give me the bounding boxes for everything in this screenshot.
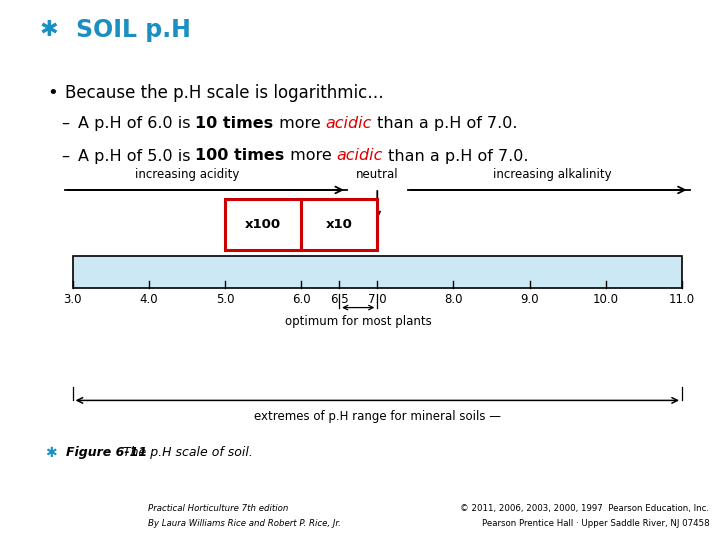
Text: 10.0: 10.0 <box>593 293 618 306</box>
Text: A p.H of 5.0 is: A p.H of 5.0 is <box>78 148 195 164</box>
Text: than a p.H of 7.0.: than a p.H of 7.0. <box>383 148 528 164</box>
Text: The p.H scale of soil.: The p.H scale of soil. <box>115 446 253 459</box>
Text: more: more <box>284 148 336 164</box>
Text: more: more <box>274 116 325 131</box>
Text: acidic: acidic <box>336 148 383 164</box>
Text: 3.0: 3.0 <box>63 293 82 306</box>
Text: x100: x100 <box>245 218 281 231</box>
Text: –: – <box>61 148 69 164</box>
Text: 7.0: 7.0 <box>368 293 387 306</box>
Text: optimum for most plants: optimum for most plants <box>285 315 431 328</box>
Text: PEARSON: PEARSON <box>55 507 111 516</box>
Text: © 2011, 2006, 2003, 2000, 1997  Pearson Education, Inc.: © 2011, 2006, 2003, 2000, 1997 Pearson E… <box>460 504 709 513</box>
Text: x10: x10 <box>325 218 353 231</box>
Text: Because the p.H scale is logarithmic…: Because the p.H scale is logarithmic… <box>65 84 384 102</box>
Bar <box>73 256 682 288</box>
Text: ⌢: ⌢ <box>78 521 88 535</box>
Text: 11.0: 11.0 <box>669 293 695 306</box>
Text: 4.0: 4.0 <box>140 293 158 306</box>
Text: By Laura Williams Rice and Robert P. Rice, Jr.: By Laura Williams Rice and Robert P. Ric… <box>148 519 341 528</box>
Text: extremes of p.H range for mineral soils —: extremes of p.H range for mineral soils … <box>253 410 501 423</box>
Text: •: • <box>47 84 58 102</box>
Text: Practical Horticulture 7th edition: Practical Horticulture 7th edition <box>148 504 288 513</box>
Text: 100 times: 100 times <box>195 148 284 164</box>
Text: neutral: neutral <box>356 167 399 180</box>
Text: 10 times: 10 times <box>195 116 274 131</box>
Text: ✱: ✱ <box>45 446 56 460</box>
Text: 6.5: 6.5 <box>330 293 348 306</box>
Text: 6.0: 6.0 <box>292 293 310 306</box>
Bar <box>225 199 301 250</box>
Text: increasing alkalinity: increasing alkalinity <box>493 167 612 180</box>
Text: 5.0: 5.0 <box>216 293 234 306</box>
Text: A p.H of 6.0 is: A p.H of 6.0 is <box>78 116 195 131</box>
Bar <box>301 199 377 250</box>
Text: increasing acidity: increasing acidity <box>135 167 239 180</box>
Text: Pearson Prentice Hall · Upper Saddle River, NJ 07458: Pearson Prentice Hall · Upper Saddle Riv… <box>482 519 709 528</box>
Text: ✱: ✱ <box>40 19 58 40</box>
Text: Figure 6-11: Figure 6-11 <box>66 446 148 459</box>
Text: 9.0: 9.0 <box>521 293 539 306</box>
Text: SOIL p.H: SOIL p.H <box>76 18 191 42</box>
Text: 8.0: 8.0 <box>444 293 463 306</box>
Text: acidic: acidic <box>325 116 372 131</box>
Text: –: – <box>61 116 69 131</box>
Text: than a p.H of 7.0.: than a p.H of 7.0. <box>372 116 517 131</box>
